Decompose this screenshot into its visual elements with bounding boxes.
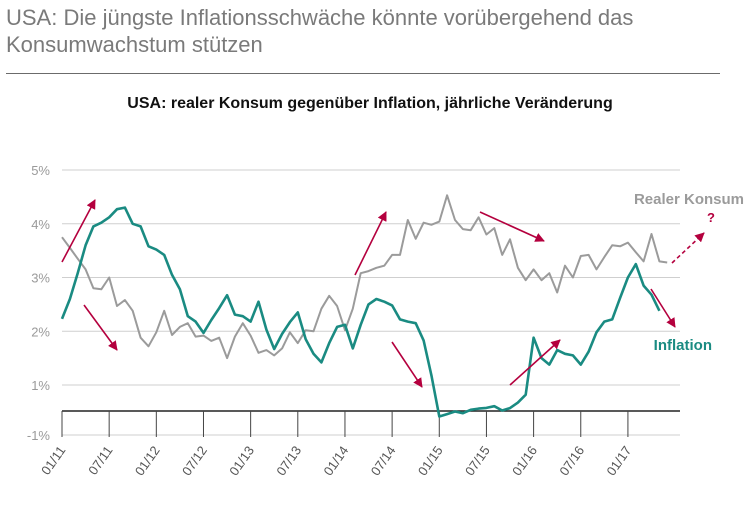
trend-arrow xyxy=(61,199,96,263)
x-tick-label: 01/12 xyxy=(132,443,163,478)
x-tick-label: 07/14 xyxy=(368,443,399,478)
series-line-realer-konsum xyxy=(61,194,668,360)
x-tick-label: 01/11 xyxy=(38,443,68,477)
y-tick-label: -1% xyxy=(27,428,51,443)
trend-arrow xyxy=(83,304,118,351)
trend-arrow xyxy=(509,339,561,386)
x-tick-label: 01/17 xyxy=(603,443,634,478)
x-tick-label: 07/12 xyxy=(179,443,210,478)
y-tick-label: 3% xyxy=(31,271,50,286)
y-tick-label: 4% xyxy=(31,217,50,232)
x-tick-label: 07/15 xyxy=(462,443,493,478)
x-tick-label: 07/11 xyxy=(85,443,115,477)
y-tick-label: 5% xyxy=(31,163,50,178)
x-tick-label: 01/15 xyxy=(415,443,446,478)
x-tick-label: 07/16 xyxy=(556,443,587,478)
trend-arrow-dashed xyxy=(671,232,705,264)
x-tick-label: 07/13 xyxy=(273,443,304,478)
trend-arrow xyxy=(650,288,676,328)
y-tick-label: 2% xyxy=(31,324,50,339)
series-line-inflation xyxy=(60,206,661,418)
heading-divider xyxy=(6,73,720,74)
trend-arrow xyxy=(354,211,387,276)
x-tick-label: 01/16 xyxy=(509,443,540,478)
trend-arrow xyxy=(391,341,423,388)
heading-line-2: Konsumwachstum stützen xyxy=(6,32,263,57)
chart-title: USA: realer Konsum gegenüber Inflation, … xyxy=(127,95,612,112)
legend-label-realer-konsum: Realer Konsum xyxy=(634,191,744,208)
x-tick-label: 01/14 xyxy=(320,443,351,478)
y-tick-label: 1% xyxy=(31,378,50,393)
heading-line-1: USA: Die jüngste Inflationsschwäche könn… xyxy=(6,5,634,30)
trend-arrow xyxy=(479,211,545,242)
question-mark-annotation: ? xyxy=(707,210,715,225)
legend-label-inflation: Inflation xyxy=(654,337,712,354)
page-heading: USA: Die jüngste Inflationsschwäche könn… xyxy=(6,4,726,58)
x-tick-label: 01/13 xyxy=(226,443,257,478)
